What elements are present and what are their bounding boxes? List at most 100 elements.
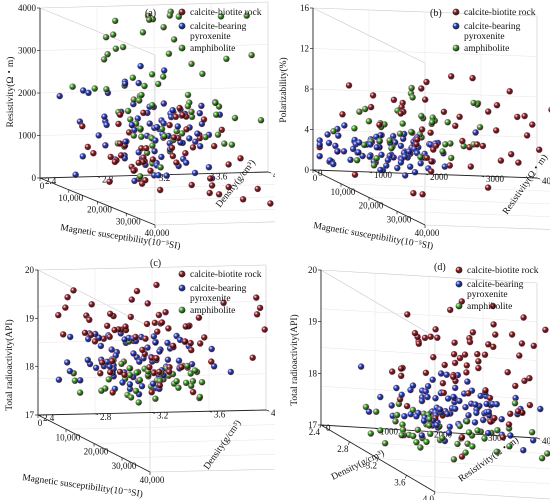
- y-tick-label: 3000: [488, 433, 507, 443]
- grid-line: [121, 454, 275, 458]
- data-point: [397, 142, 405, 150]
- tick-labels: 2.4 2.8 3.2 3.6 4.0 0 1000 2000 3000 4000 17 18 19 20: [308, 265, 550, 500]
- data-point: [438, 434, 446, 442]
- data-point: [494, 426, 501, 434]
- data-point: [137, 133, 145, 141]
- data-point: [365, 117, 373, 125]
- data-point: [191, 138, 199, 146]
- data-point: [129, 74, 137, 82]
- data-point: [182, 379, 190, 387]
- data-point: [196, 142, 204, 150]
- data-point: [506, 87, 514, 95]
- data-point: [117, 151, 125, 159]
- x-tick-label: 30,000: [116, 216, 141, 226]
- data-point: [515, 352, 523, 359]
- data-point: [152, 339, 159, 346]
- data-point: [183, 362, 191, 370]
- data-point: [528, 428, 536, 436]
- y-axis-title: Density(g/cm³): [214, 158, 258, 210]
- y-tick-label: 4.0: [273, 170, 275, 180]
- data-point: [361, 105, 369, 113]
- y-tick-mark: [536, 437, 541, 440]
- data-point: [248, 51, 255, 59]
- data-point: [106, 333, 114, 341]
- data-point: [428, 158, 435, 165]
- data-point: [158, 319, 166, 326]
- data-point: [261, 326, 269, 333]
- data-point: [153, 123, 161, 131]
- legend-label: calcite-bearing pyroxenite: [467, 280, 524, 300]
- frame-line: [536, 437, 550, 446]
- data-point: [449, 373, 457, 381]
- data-point: [445, 429, 453, 437]
- legend: calcite-biotite rock calcite-bearing pyrox…: [455, 266, 539, 312]
- data-point: [225, 161, 232, 168]
- grid-line: [68, 184, 275, 190]
- data-point: [422, 369, 430, 377]
- x-tick-label: 20,000: [84, 447, 109, 457]
- data-point: [156, 348, 163, 355]
- data-point: [154, 80, 162, 88]
- legend: calcite-biotite rock calcite-bearing pyrox…: [178, 270, 262, 316]
- x-tick-label: 40,000: [415, 228, 440, 238]
- data-point: [109, 389, 117, 396]
- data-point: [499, 433, 507, 441]
- data-point: [130, 132, 138, 139]
- grid-line: [368, 197, 550, 205]
- data-point: [225, 183, 233, 191]
- data-point: [437, 370, 445, 377]
- data-point: [189, 144, 197, 151]
- data-point: [481, 351, 489, 359]
- data-point: [447, 154, 455, 162]
- frame-line: [320, 269, 436, 338]
- legend-label: calcite-bearing pyroxenite: [464, 22, 521, 42]
- data-point: [71, 377, 79, 385]
- data-point: [151, 319, 159, 327]
- data-point: [170, 36, 178, 43]
- data-point: [417, 85, 425, 92]
- data-point: [116, 368, 124, 376]
- data-point: [62, 304, 69, 311]
- data-point: [153, 354, 160, 362]
- data-point: [367, 430, 375, 437]
- data-point: [132, 387, 140, 395]
- data-point: [316, 141, 324, 149]
- data-point: [176, 104, 183, 112]
- data-point: [56, 92, 64, 100]
- data-point: [473, 350, 481, 358]
- data-point: [351, 171, 359, 179]
- data-point: [462, 403, 469, 411]
- frame-line: [265, 409, 275, 415]
- data-point: [450, 455, 458, 463]
- x-tick-label: 4.0: [423, 494, 435, 500]
- data-point: [349, 145, 357, 153]
- data-point: [116, 140, 124, 147]
- data-point: [174, 123, 182, 130]
- data-point: [409, 94, 416, 101]
- data-point: [84, 356, 92, 364]
- data-point: [450, 350, 458, 358]
- x-tick-label: 30,000: [112, 461, 137, 471]
- data-point: [329, 160, 337, 168]
- data-point: [513, 113, 521, 121]
- data-point: [514, 407, 522, 415]
- data-point: [160, 119, 168, 127]
- data-point: [223, 55, 230, 63]
- data-point: [257, 116, 265, 124]
- data-point: [188, 108, 195, 116]
- data-point: [169, 106, 177, 114]
- y-tick-label: 3.6: [214, 409, 226, 419]
- data-point: [54, 311, 62, 319]
- data-point: [456, 422, 464, 430]
- data-point: [179, 111, 187, 119]
- data-point: [407, 128, 415, 136]
- x-tick-label: 20,000: [87, 205, 112, 215]
- data-point: [97, 342, 105, 350]
- data-point: [417, 153, 424, 161]
- data-point: [463, 369, 470, 376]
- data-point: [142, 335, 149, 343]
- data-point: [145, 16, 153, 24]
- data-point: [169, 342, 177, 350]
- data-point: [444, 395, 452, 402]
